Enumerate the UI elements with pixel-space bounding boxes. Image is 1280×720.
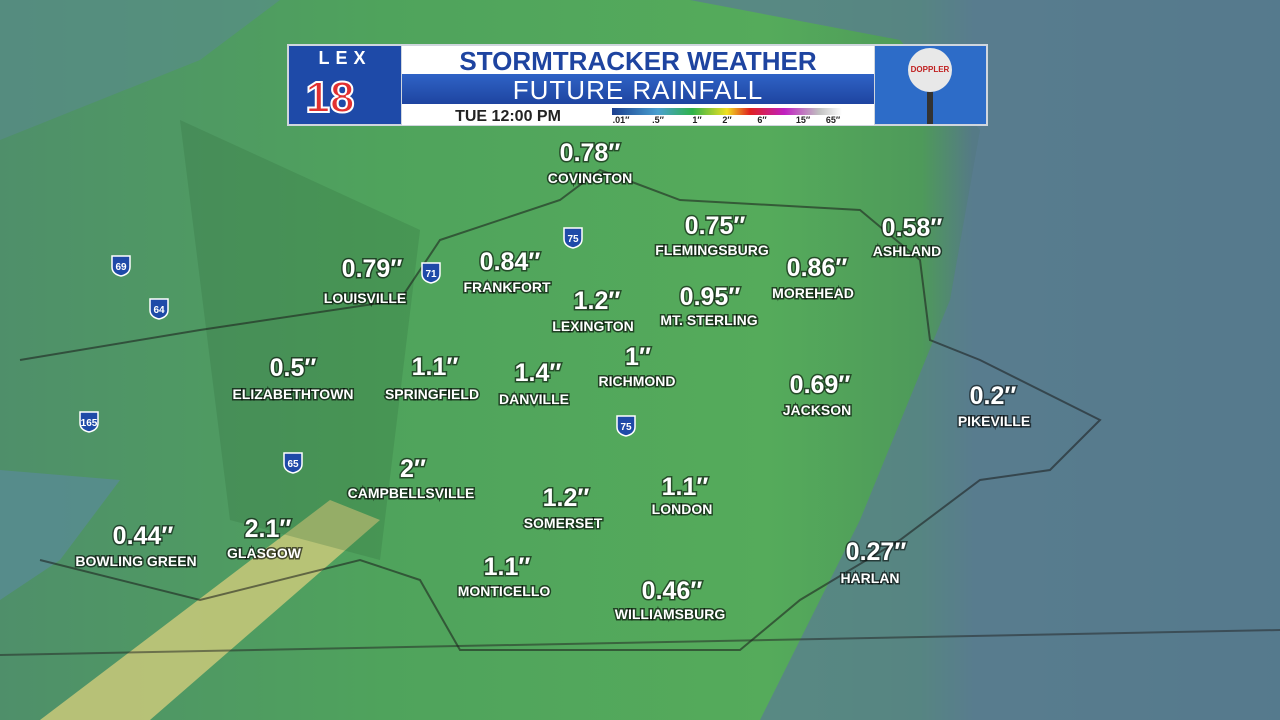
rain-amount: 0.79″ [342,255,403,283]
rain-amount: 1″ [625,343,651,371]
rain-amount: 1.2″ [574,287,621,315]
interstate-shield [149,298,169,320]
color-scale [612,108,842,115]
city-name: DANVILLE [499,391,569,407]
city-name: RICHMOND [599,373,676,389]
time: TUE 12:00 PM [455,108,561,125]
city-name: GLASGOW [227,545,302,561]
subtitle: FUTURE RAINFALL [513,75,764,105]
interstate-shield [421,262,441,284]
city-name: LEXINGTON [552,318,633,334]
city-name: FRANKFORT [463,279,551,295]
interstate-number: 75 [620,422,632,433]
logo-station: LEX [318,48,371,68]
dry-area [690,0,1280,720]
radar-dome [908,48,952,92]
scale-label: 1″ [692,115,702,125]
rain-amount: 0.69″ [790,371,851,399]
interstate-number: 64 [153,305,165,316]
scale-label: 65″ [826,115,841,125]
rain-amount: 1.1″ [412,353,459,381]
city-name: PIKEVILLE [958,413,1030,429]
city-name: MT. STERLING [660,312,757,328]
city-name: JACKSON [783,402,851,418]
scale-label: 2″ [722,115,732,125]
rain-amount: 0.95″ [680,283,741,311]
city-name: BOWLING GREEN [75,553,196,569]
rain-amount: 1.2″ [543,484,590,512]
city-name: ELIZABETHTOWN [232,386,353,402]
interstate-number: 69 [115,262,127,273]
logo-number: 18 [306,73,355,122]
rain-amount: 0.46″ [642,577,703,605]
interstate-shield [563,227,583,249]
city-name: ASHLAND [873,243,941,259]
scale-label: 15″ [796,115,811,125]
rain-amount: 0.5″ [270,354,317,382]
scale-label: .5″ [652,115,665,125]
city-name: LONDON [652,501,713,517]
city-name: HARLAN [840,570,899,586]
city-name: FLEMINGSBURG [655,242,769,258]
rain-amount: 0.86″ [787,254,848,282]
rain-amount: 0.27″ [846,538,907,566]
interstate-number: 165 [81,418,98,429]
state-border [19,168,1102,651]
city-name: SPRINGFIELD [385,386,479,402]
rain-amount: 1.1″ [484,553,531,581]
rain-amount: 2.1″ [245,515,292,543]
city-name: LOUISVILLE [324,290,406,306]
rain-amount: 0.78″ [560,139,621,167]
rain-amount: 0.2″ [970,382,1017,410]
scale-label: 6″ [757,115,767,125]
rain-amount: 0.44″ [113,522,174,550]
radar-logo-text: DOPPLER [911,65,950,74]
city-name: SOMERSET [524,515,603,531]
shadow [180,120,420,560]
rain-amount: 0.84″ [480,248,541,276]
interstate-number: 65 [287,459,299,470]
logo-box [289,46,401,124]
interstate-number: 71 [425,269,437,280]
title-bar [402,46,874,74]
rain-amount: 0.75″ [685,212,746,240]
title: STORMTRACKER WEATHER [459,46,816,76]
interstate-shield [283,452,303,474]
scale-label: .01″ [613,115,631,125]
city-name: WILLIAMSBURG [615,606,726,622]
city-name: MOREHEAD [772,285,854,301]
dry-area [0,470,120,600]
interstate-shield [111,255,131,277]
rain-amount: 0.58″ [882,214,943,242]
subtitle-bar [402,74,874,104]
interstate-shield [616,415,636,437]
rain-amount: 2″ [400,455,426,483]
rain-amount: 1.1″ [662,473,709,501]
city-name: CAMPBELLSVILLE [348,485,475,501]
rain-amount: 1.4″ [515,359,562,387]
city-name: COVINGTON [548,170,633,186]
interstate-number: 75 [567,234,579,245]
state-border [0,629,1280,656]
heavy-rain-band [40,500,380,720]
interstate-shield [79,411,99,433]
dry-area [0,0,280,140]
city-name: MONTICELLO [458,583,551,599]
